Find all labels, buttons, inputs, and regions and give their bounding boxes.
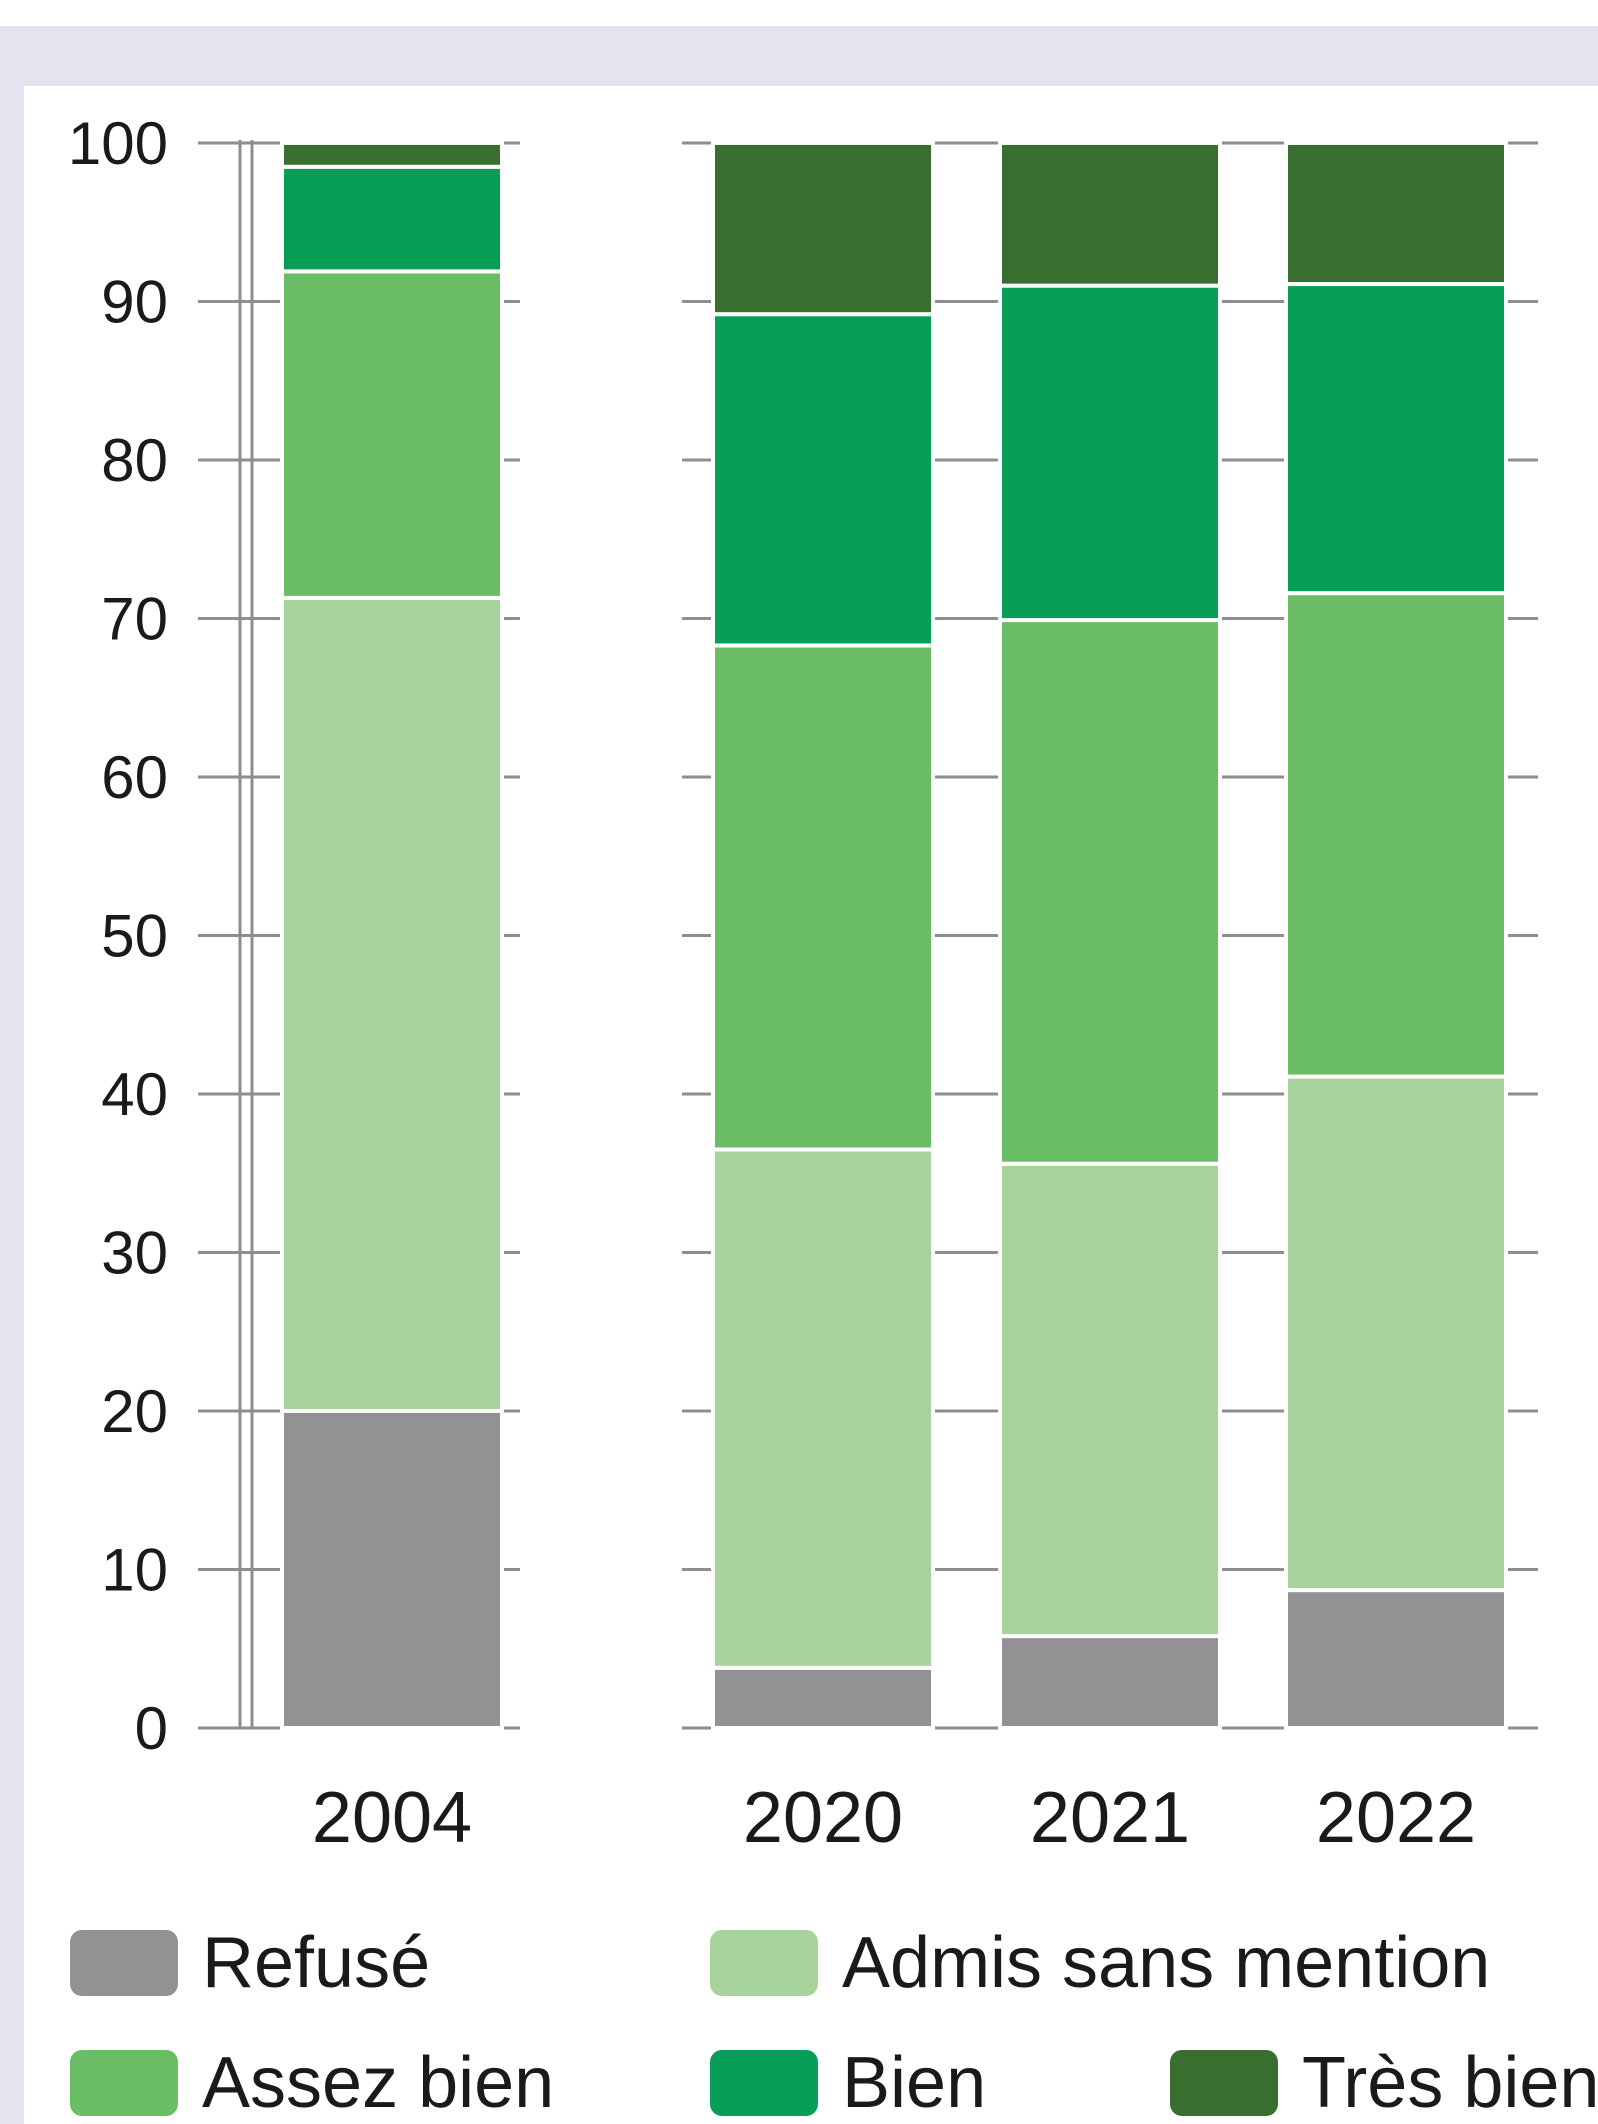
y-tick-label-0: 0: [135, 1695, 168, 1762]
y-tick-label-90: 90: [101, 269, 168, 336]
bar-2020-bien: [711, 312, 935, 648]
bar-2021-refuse: [998, 1634, 1222, 1730]
legend-label-admis-sans-mention: Admis sans mention: [842, 1923, 1490, 2003]
bar-2004-bien: [280, 164, 504, 274]
bar-2004-refuse: [280, 1409, 504, 1730]
bars: [280, 141, 1508, 1731]
y-tick-label-50: 50: [101, 903, 168, 970]
bar-2020-refuse: [711, 1665, 935, 1731]
x-tick-labels: 2004 2020 2021 2022: [312, 1778, 1476, 1858]
bar-2022-admis-sans-mention: [1284, 1074, 1508, 1593]
y-tick-label-60: 60: [101, 744, 168, 811]
y-tick-label-10: 10: [101, 1537, 168, 1604]
bar-2004-admis-sans-mention: [280, 595, 504, 1413]
bar-2021-tres-bien: [998, 141, 1222, 288]
bar-2020-assez-bien: [711, 643, 935, 1152]
bar-2020-admis-sans-mention: [711, 1147, 935, 1670]
bar-2022-tres-bien: [1284, 141, 1508, 287]
bar-2021-admis-sans-mention: [998, 1161, 1222, 1639]
bar-2020-tres-bien: [711, 141, 935, 317]
legend-swatch-refuse: [70, 1930, 178, 1996]
x-tick-label-2021: 2021: [1030, 1778, 1190, 1858]
bar-2021-bien: [998, 283, 1222, 623]
legend-label-bien: Bien: [842, 2043, 986, 2123]
legend-swatch-bien: [710, 2050, 818, 2116]
bar-2022-assez-bien: [1284, 591, 1508, 1079]
legend: Refusé Admis sans mention Assez bien Bien Tr…: [70, 1923, 1598, 2123]
bar-2022-bien: [1284, 282, 1508, 596]
y-tick-label-40: 40: [101, 1061, 168, 1128]
legend-swatch-assez-bien: [70, 2050, 178, 2116]
y-tick-label-100: 100: [68, 110, 168, 177]
y-tick-label-20: 20: [101, 1378, 168, 1445]
bar-2021-assez-bien: [998, 618, 1222, 1166]
legend-label-refuse: Refusé: [202, 1923, 430, 2003]
bar-2022-refuse: [1284, 1588, 1508, 1730]
legend-swatch-admis-sans-mention: [710, 1930, 818, 1996]
y-tick-label-80: 80: [101, 427, 168, 494]
legend-label-tres-bien: Très bien: [1302, 2043, 1598, 2123]
legend-label-assez-bien: Assez bien: [202, 2043, 554, 2123]
y-tick-label-30: 30: [101, 1220, 168, 1287]
y-tick-labels: 0 10 20 30 40 50 60 70 80 90 100: [68, 110, 168, 1762]
x-tick-label-2020: 2020: [743, 1778, 903, 1858]
bar-2004-assez-bien: [280, 269, 504, 600]
axes: [238, 140, 254, 1728]
x-tick-label-2004: 2004: [312, 1778, 472, 1858]
legend-swatch-tres-bien: [1170, 2050, 1278, 2116]
x-tick-label-2022: 2022: [1316, 1778, 1476, 1858]
bar-2004-tres-bien: [280, 141, 504, 169]
y-tick-label-70: 70: [101, 586, 168, 653]
